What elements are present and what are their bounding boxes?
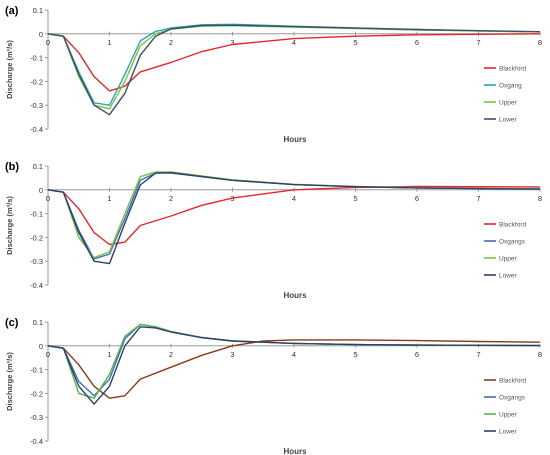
legend-label: Upper: [499, 100, 518, 107]
y-tick-label: -0.4: [30, 125, 43, 134]
x-tick-label: 8: [538, 38, 542, 47]
x-tick-label: 5: [353, 194, 357, 203]
y-tick-label: -0.4: [30, 437, 43, 446]
x-axis-title: Hours: [283, 291, 307, 300]
x-tick-label: 4: [292, 350, 296, 359]
x-tick-label: 2: [169, 38, 173, 47]
x-axis-title: Hours: [283, 447, 307, 455]
x-tick-label: 4: [292, 38, 296, 47]
y-tick-label: -0.3: [30, 413, 43, 422]
x-tick-label: 7: [476, 350, 480, 359]
x-tick-label: 5: [353, 38, 357, 47]
series-line-lower: [47, 24, 541, 116]
y-tick-label: -0.1: [30, 210, 43, 219]
y-tick-label: -0.3: [30, 101, 43, 110]
x-tick-label: 3: [230, 350, 234, 359]
x-tick-label: 6: [415, 350, 419, 359]
y-tick-label: 0: [39, 342, 43, 351]
y-axis-title: Discharge (m³/s): [5, 40, 14, 99]
x-tick-label: 1: [107, 194, 111, 203]
series-line-upper: [47, 323, 541, 399]
x-tick-label: 2: [169, 194, 173, 203]
x-tick-label: 5: [353, 350, 357, 359]
legend-label: Oxgangs: [499, 239, 526, 246]
x-tick-label: 1: [107, 350, 111, 359]
y-tick-label: 0.1: [33, 162, 43, 171]
series-line-oxgang: [47, 23, 541, 106]
legend-label: Lower: [499, 273, 518, 280]
x-tick-label: 6: [415, 38, 419, 47]
x-tick-label: 7: [476, 194, 480, 203]
x-tick-label: 0: [46, 194, 50, 203]
series-line-oxgangs: [47, 172, 541, 260]
chart-panel: (c) 0.10-0.1-0.2-0.3-0.40 1 2 3 4 5 6 7 8HoursDis…: [5, 317, 542, 455]
x-tick-label: 2: [169, 350, 173, 359]
x-tick-label: 3: [230, 38, 234, 47]
legend-label: Oxgang: [499, 83, 522, 90]
legend-label: Oxgangs: [499, 395, 526, 402]
x-tick-label: 8: [538, 350, 542, 359]
y-tick-label: 0: [39, 30, 43, 39]
x-axis-title: Hours: [283, 135, 307, 144]
x-tick-label: 6: [415, 194, 419, 203]
panel-label: (a): [5, 5, 19, 17]
x-tick-label: 4: [292, 194, 296, 203]
legend-label: Blackford: [499, 222, 526, 229]
chart-panel: (b) 0.10-0.1-0.2-0.3-0.40 1 2 3 4 5 6 7 8HoursDis…: [5, 161, 542, 300]
y-tick-label: 0.1: [33, 6, 43, 15]
series-line-lower: [47, 171, 541, 265]
y-axis-title: Discharge (m³/s): [5, 196, 14, 255]
legend-label: Upper: [499, 412, 518, 419]
y-tick-label: 0.1: [33, 318, 43, 327]
legend-label: Blackford: [499, 66, 526, 73]
y-tick-label: -0.1: [30, 54, 43, 63]
y-tick-label: -0.2: [30, 77, 43, 86]
y-tick-label: -0.2: [30, 389, 43, 398]
y-tick-label: -0.1: [30, 366, 43, 375]
chart-panel: (a) 0.10-0.1-0.2-0.3-0.40 1 2 3 4 5 6 7 8HoursDis…: [5, 5, 542, 144]
series-line-blackford: [47, 339, 541, 399]
legend-label: Upper: [499, 256, 518, 263]
panel-label: (b): [5, 161, 19, 173]
legend-label: Blackford: [499, 378, 526, 385]
y-axis-title: Discharge (m³/s): [5, 352, 14, 411]
series-line-oxgangs: [47, 323, 541, 397]
legend-label: Lower: [499, 429, 518, 436]
legend-label: Lower: [499, 117, 518, 124]
y-tick-label: 0: [39, 186, 43, 195]
x-tick-label: 0: [46, 350, 50, 359]
x-tick-label: 8: [538, 194, 542, 203]
y-tick-label: -0.4: [30, 281, 43, 290]
series-line-lower: [47, 326, 541, 405]
y-tick-label: -0.3: [30, 257, 43, 266]
x-tick-label: 7: [476, 38, 480, 47]
panel-label: (c): [5, 317, 19, 329]
x-tick-label: 1: [107, 38, 111, 47]
y-tick-label: -0.2: [30, 233, 43, 242]
series-line-blackford: [47, 33, 541, 92]
x-tick-label: 0: [46, 38, 50, 47]
